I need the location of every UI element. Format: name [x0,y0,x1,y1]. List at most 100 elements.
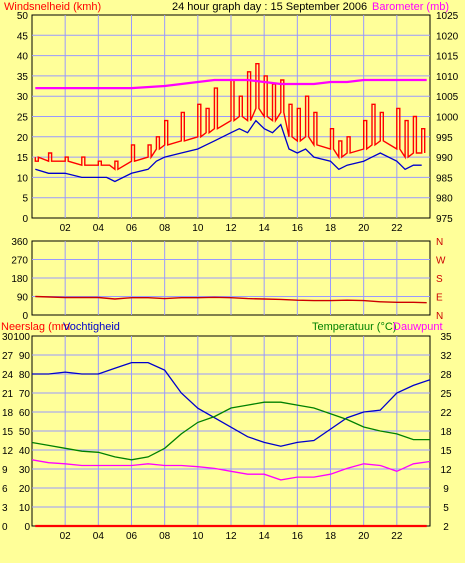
humidity-axis-label: Vochtigheid [63,321,120,333]
tick-label-humidity: 70 [19,389,31,400]
tick-label-rain: 12 [2,446,14,457]
tick-label-rain: 15 [2,427,14,438]
series-wind-direction [35,295,427,304]
tick-label-hour: 02 [60,531,72,542]
tick-label-humidity: 40 [19,446,31,457]
tick-label-direction: 180 [11,274,28,285]
tick-label-wind: 40 [17,52,29,63]
tick-label-temperature: 5 [443,503,449,514]
tick-label-direction: 90 [17,293,29,304]
tick-label-hour: 04 [93,223,105,234]
tick-label-hour: 18 [325,531,337,542]
tick-label-hour: 20 [358,223,370,234]
tick-label-hour: 14 [259,531,271,542]
tick-label-wind: 20 [17,133,29,144]
compass-label: E [436,293,443,304]
tick-label-hour: 10 [192,223,204,234]
series-dewpoint [31,459,431,481]
tick-label-hour: 06 [126,223,138,234]
tick-label-hour: 16 [292,223,304,234]
tick-label-barometer: 990 [436,153,453,164]
rain-axis-label: Neerslag (mm [1,321,70,333]
tick-label-rain: 27 [2,351,14,362]
tick-label-wind: 10 [17,173,29,184]
tick-label-temperature: 28 [440,370,452,381]
tick-label-direction: 360 [11,237,28,248]
tick-label-rain: 3 [2,503,8,514]
tick-label-temperature: 18 [440,427,452,438]
series-barometer [35,78,427,90]
series-temperature [31,401,430,461]
temperature-axis-label: Temperatuur (°C) [312,321,396,333]
compass-label: W [436,256,446,267]
series-wind-average [35,119,422,183]
tick-label-rain: 21 [2,389,14,400]
tick-label-humidity: 0 [24,522,30,533]
tick-label-wind: 25 [17,113,29,124]
tick-label-barometer: 1025 [436,11,459,22]
tick-label-rain: 18 [2,408,14,419]
chart-title: 24 hour graph day : 15 September 2006 [172,1,367,13]
tick-label-hour: 20 [358,531,370,542]
tick-label-hour: 12 [225,223,237,234]
tick-label-barometer: 980 [436,194,453,205]
tick-label-rain: 6 [2,484,8,495]
tick-label-hour: 12 [225,531,237,542]
tick-label-barometer: 975 [436,214,453,225]
tick-label-wind: 50 [17,11,29,22]
tick-label-barometer: 1010 [436,72,459,83]
tick-label-hour: 14 [259,223,271,234]
tick-label-hour: 18 [325,223,337,234]
tick-label-hour: 04 [93,531,105,542]
tick-label-temperature: 12 [440,465,452,476]
tick-label-humidity: 50 [19,427,31,438]
tick-label-humidity: 20 [19,484,31,495]
tick-label-wind: 0 [22,214,28,225]
compass-label: N [436,237,443,248]
compass-label: S [436,274,443,285]
tick-label-temperature: 15 [440,446,452,457]
tick-label-wind: 35 [17,72,29,83]
tick-label-hour: 22 [391,223,403,234]
tick-label-barometer: 1020 [436,31,459,42]
tick-label-humidity: 60 [19,408,31,419]
tick-label-hour: 22 [391,531,403,542]
tick-label-hour: 08 [159,531,171,542]
tick-label-temperature: 9 [443,484,449,495]
tick-label-wind: 45 [17,31,29,42]
tick-label-temperature: 25 [440,389,452,400]
tick-label-humidity: 90 [19,351,31,362]
tick-label-hour: 16 [292,531,304,542]
tick-label-rain: 0 [2,522,8,533]
tick-label-hour: 02 [60,223,72,234]
tick-label-barometer: 1000 [436,113,459,124]
tick-label-humidity: 100 [13,332,30,343]
wind-axis-label: Windsnelheid (kmh) [4,1,101,13]
tick-label-hour: 10 [192,531,204,542]
compass-label: N [436,311,443,322]
tick-label-humidity: 30 [19,465,31,476]
tick-label-temperature: 2 [443,522,449,533]
tick-label-temperature: 35 [440,332,452,343]
tick-label-rain: 30 [2,332,14,343]
dewpoint-axis-label: Dauwpunt [393,321,443,333]
barometer-axis-label: Barometer (mb) [372,1,449,13]
tick-label-temperature: 32 [440,351,452,362]
tick-label-wind: 15 [17,153,29,164]
tick-label-hour: 06 [126,531,138,542]
tick-label-barometer: 995 [436,133,453,144]
tick-label-humidity: 80 [19,370,31,381]
tick-label-humidity: 10 [19,503,31,514]
tick-label-direction: 0 [22,311,28,322]
tick-label-hour: 08 [159,223,171,234]
tick-label-direction: 270 [11,256,28,267]
series-wind-gust [34,63,426,171]
series-humidity [32,361,431,447]
tick-label-temperature: 22 [440,408,452,419]
tick-label-barometer: 1015 [436,52,459,63]
tick-label-wind: 5 [22,194,28,205]
tick-label-wind: 30 [17,92,29,103]
tick-label-rain: 24 [2,370,14,381]
tick-label-rain: 9 [2,465,8,476]
